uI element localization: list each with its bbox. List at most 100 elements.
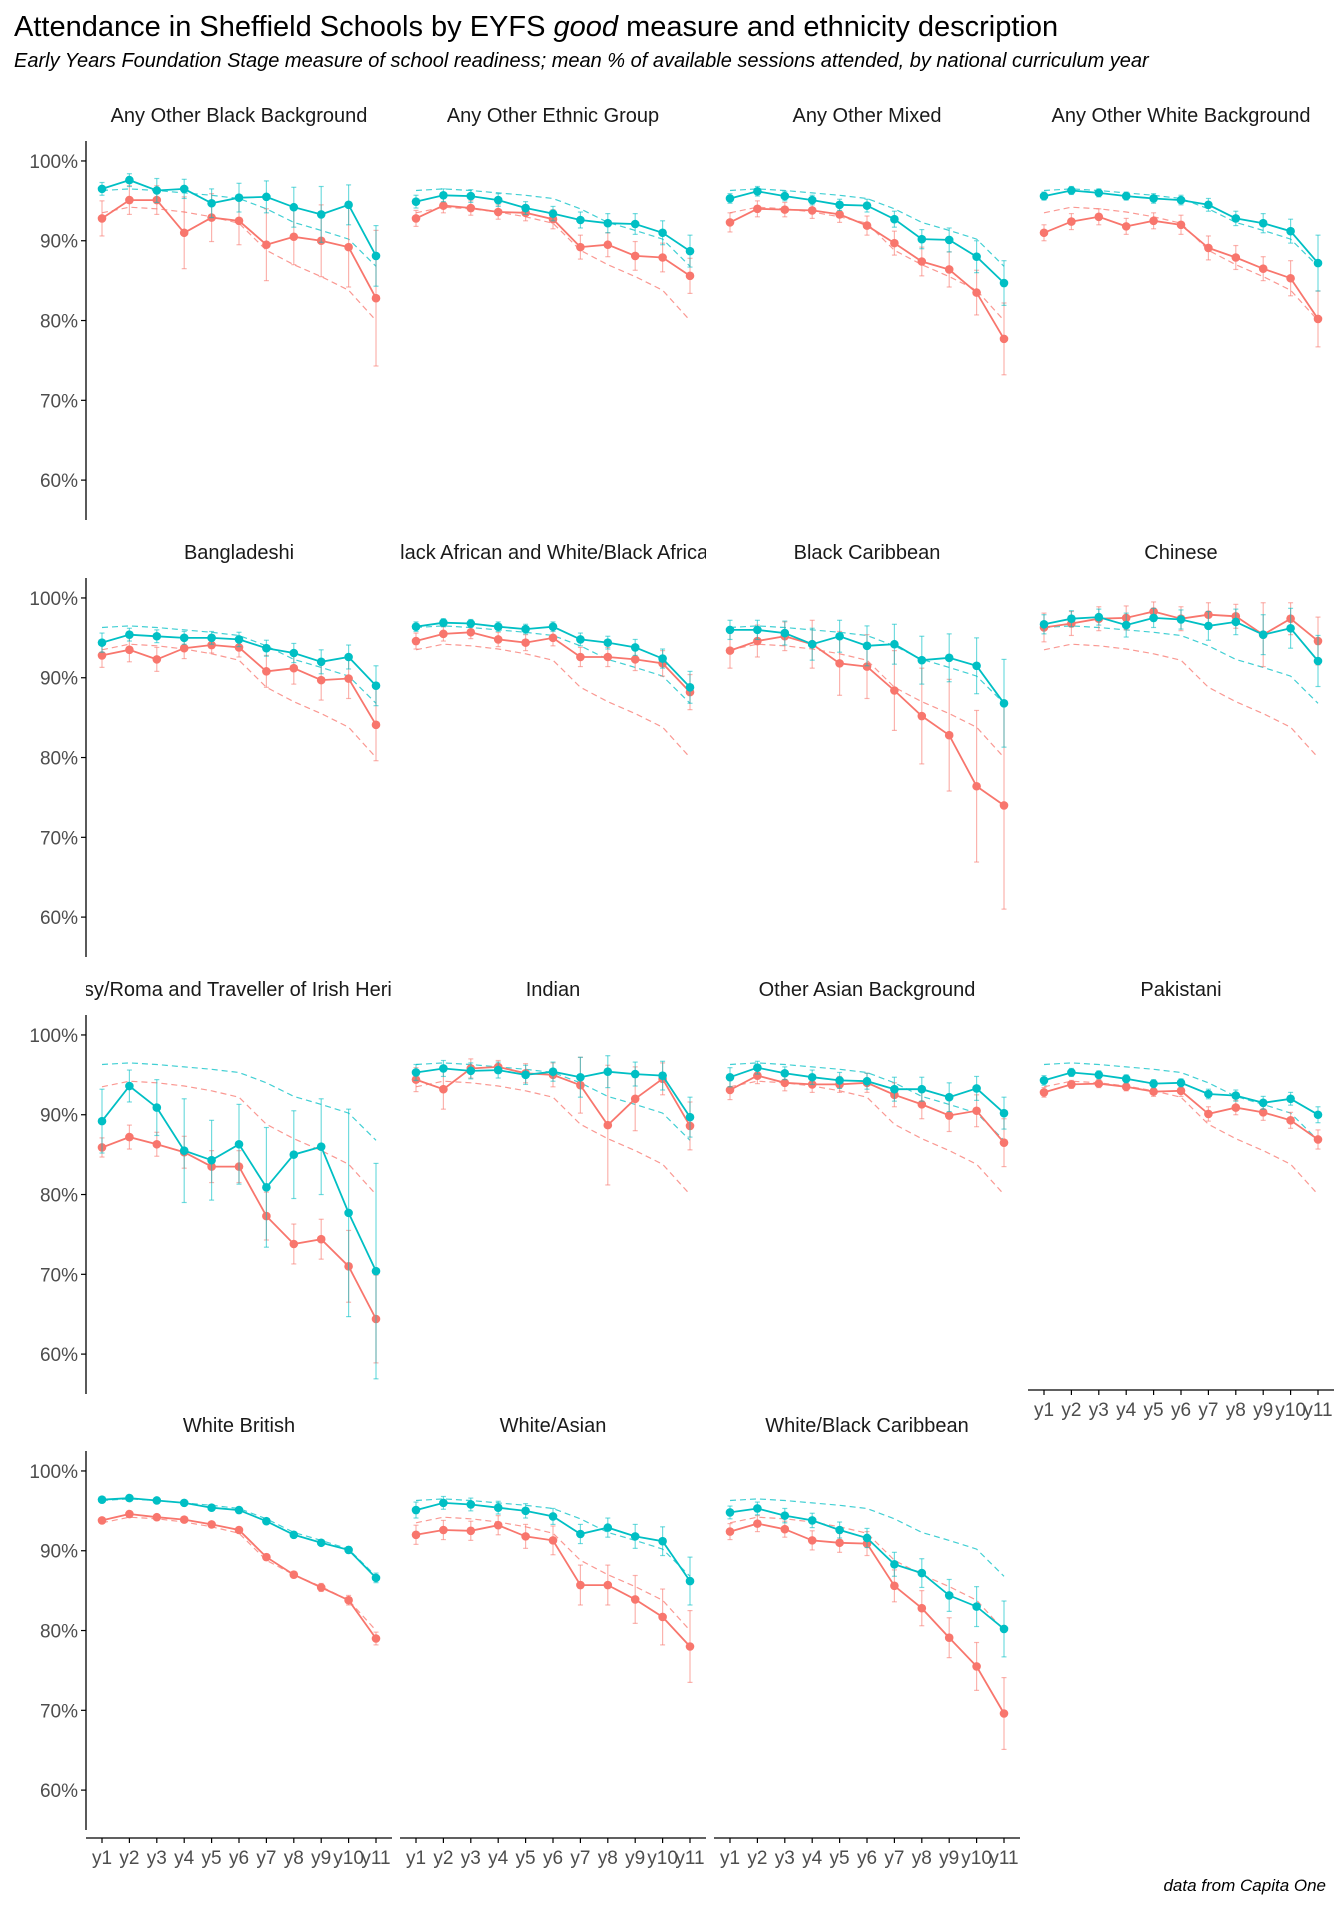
data-point-good	[917, 1568, 927, 1578]
y-tick-label: 70%	[40, 391, 78, 412]
data-point-not_good	[862, 662, 872, 671]
data-point-not_good	[890, 238, 899, 248]
data-point-not_good	[1094, 212, 1104, 222]
data-point-not_good	[371, 293, 381, 303]
data-point-good	[1149, 1079, 1158, 1088]
data-point-good	[125, 1493, 134, 1503]
data-point-good	[179, 1146, 189, 1155]
data-point-not_good	[630, 1595, 640, 1604]
x-tick-label: y7	[256, 1848, 276, 1869]
x-tick-label: y1	[92, 1848, 112, 1869]
data-point-good	[835, 1076, 844, 1085]
data-point-good	[262, 1183, 271, 1192]
data-point-good	[316, 1142, 326, 1151]
data-point-not_good	[125, 1509, 134, 1519]
data-point-good	[630, 643, 640, 652]
data-point-not_good	[289, 1570, 299, 1579]
y-tick-label: 60%	[40, 1345, 78, 1366]
y-tick-label: 100%	[29, 1026, 78, 1047]
data-point-good	[999, 698, 1009, 708]
y-tick-label: 60%	[40, 1781, 78, 1802]
data-point-not_good	[493, 1520, 503, 1530]
data-point-not_good	[603, 1120, 613, 1130]
data-point-not_good	[1067, 1080, 1076, 1089]
data-point-good	[207, 198, 216, 208]
panel-label: Any Other Mixed	[793, 105, 942, 127]
x-tick-label: y10	[333, 1848, 364, 1869]
data-point-good	[411, 197, 421, 206]
data-point-not_good	[603, 652, 613, 662]
data-point-not_good	[344, 242, 353, 252]
reference-line-good	[415, 188, 691, 267]
title-block: Attendance in Sheffield Schools by EYFS …	[14, 8, 1336, 76]
x-tick-label: y10	[961, 1848, 992, 1869]
data-point-good	[344, 200, 353, 210]
data-point-good	[1313, 1110, 1323, 1120]
data-point-good	[603, 1067, 613, 1076]
data-point-not_good	[685, 1642, 695, 1651]
data-point-not_good	[1039, 228, 1049, 238]
data-point-good	[439, 190, 448, 200]
data-point-good	[466, 619, 476, 628]
panel-10: Other Asian Background	[725, 979, 1009, 1195]
x-tick-label: y5	[830, 1848, 850, 1869]
data-point-not_good	[262, 1552, 271, 1562]
data-point-good	[1258, 1098, 1268, 1108]
x-tick-label: y6	[1171, 1400, 1191, 1421]
reference-line-good	[729, 188, 1005, 267]
data-point-good	[862, 1076, 872, 1086]
data-point-good	[1039, 191, 1049, 201]
data-point-not_good	[972, 1662, 981, 1671]
data-point-not_good	[1258, 264, 1268, 273]
data-point-good	[411, 1505, 421, 1515]
data-point-good	[152, 186, 162, 195]
reference-line-not_good	[729, 1080, 1005, 1195]
panel-label: Black African and White/Black African	[387, 542, 719, 564]
data-point-not_good	[944, 1111, 954, 1120]
data-point-not_good	[344, 1595, 353, 1605]
y-tick-label: 100%	[29, 589, 78, 610]
panel-label: Any Other Ethnic Group	[447, 105, 659, 127]
data-point-good	[890, 214, 899, 224]
data-point-not_good	[890, 686, 899, 695]
data-point-good	[439, 618, 448, 627]
data-point-good	[862, 641, 872, 651]
data-point-good	[1286, 226, 1295, 236]
data-point-good	[753, 625, 762, 635]
data-point-good	[1067, 614, 1076, 624]
data-point-not_good	[207, 1520, 216, 1529]
data-point-good	[493, 1065, 503, 1075]
panel-1: Any Other Ethnic Group	[411, 105, 695, 321]
data-point-not_good	[944, 1633, 954, 1643]
data-point-good	[1204, 200, 1213, 210]
data-point-not_good	[289, 663, 299, 673]
data-point-good	[289, 648, 299, 658]
x-tick-label: y5	[516, 1848, 536, 1869]
data-point-good	[944, 1092, 954, 1102]
x-tick-label: y11	[675, 1848, 704, 1869]
data-point-not_good	[972, 1106, 981, 1116]
data-point-good	[316, 657, 326, 667]
x-tick-label: y3	[147, 1848, 167, 1869]
data-point-not_good	[780, 1524, 790, 1534]
data-point-not_good	[548, 633, 558, 643]
data-point-good	[97, 184, 107, 194]
data-point-good	[179, 184, 189, 194]
data-point-not_good	[658, 1612, 667, 1622]
data-point-good	[576, 635, 585, 644]
data-point-good	[1313, 656, 1323, 666]
data-point-good	[262, 1516, 271, 1526]
data-point-good	[125, 175, 134, 185]
y-tick-label: 100%	[29, 1462, 78, 1483]
data-point-good	[1286, 623, 1295, 633]
y-tick-label: 80%	[40, 1622, 78, 1643]
data-point-good	[439, 1498, 448, 1508]
panel-label: White/Black Caribbean	[765, 1415, 968, 1437]
x-tick-label: y3	[775, 1848, 795, 1869]
data-point-good	[725, 625, 735, 635]
data-point-good	[972, 252, 981, 262]
x-tick-label: y4	[1116, 1400, 1137, 1421]
data-point-good	[521, 624, 530, 634]
